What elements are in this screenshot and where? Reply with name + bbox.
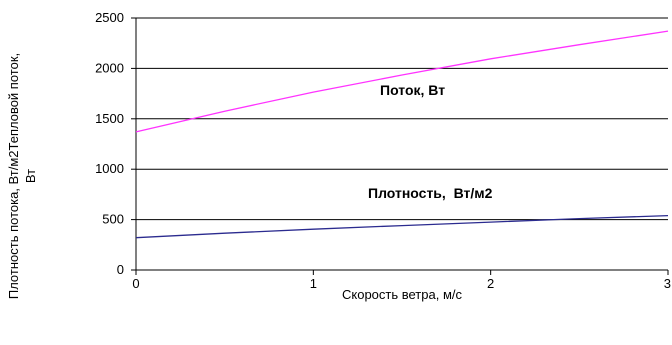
x-tick-label-2: 2 — [487, 276, 494, 291]
x-tick-label-3: 3 — [664, 276, 671, 291]
y-tick-label-1000: 1000 — [95, 161, 124, 176]
y-tick-label-2500: 2500 — [95, 10, 124, 25]
x-tick-labels: 0 1 2 3 — [132, 276, 671, 291]
gridlines — [136, 17, 668, 221]
density-series-line — [135, 214, 669, 239]
x-axis-title: Скорость ветра, м/с — [342, 287, 462, 302]
y-axis-title-line2: Вт — [23, 169, 38, 183]
flow-series-line — [135, 30, 669, 133]
y-tick-labels: 0 500 1000 1500 2000 2500 — [95, 10, 124, 277]
y-tick-label-1500: 1500 — [95, 111, 124, 126]
x-tick-label-1: 1 — [310, 276, 317, 291]
y-tick-label-2000: 2000 — [95, 60, 124, 75]
y-tick-marks — [131, 17, 136, 271]
flow-series-label: Поток, Вт — [380, 82, 445, 98]
y-tick-label-0: 0 — [117, 262, 124, 277]
y-axis-title-line1: Плотность потока, Вт/м2Тепловой поток, — [6, 53, 21, 299]
y-tick-label-500: 500 — [102, 212, 124, 227]
series-lines — [135, 30, 669, 239]
x-tick-marks — [135, 270, 669, 275]
density-series-label: Плотность, Вт/м2 — [368, 185, 493, 201]
x-tick-label-0: 0 — [132, 276, 139, 291]
